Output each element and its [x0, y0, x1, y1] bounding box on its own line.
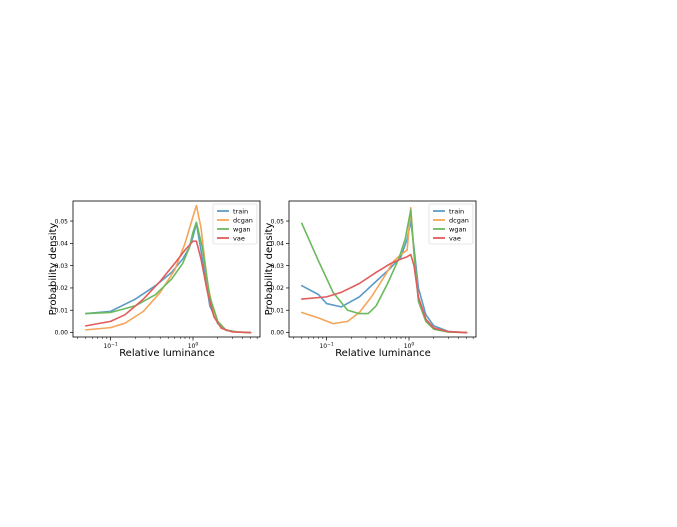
- y-tick-label: 0.01: [271, 307, 285, 314]
- series-line-wgan: [300, 209, 468, 334]
- legend-box: [212, 203, 258, 245]
- plot-area-left: 0.00 0.01 0.02 0.03 0.04 0.05 10−1 100 traindcga…: [55, 200, 261, 351]
- legend-label: vae: [233, 234, 245, 242]
- legend-label: train: [233, 207, 248, 215]
- series-line-vae: [84, 240, 252, 334]
- x-axis-label-text: Relative luminance: [119, 348, 215, 359]
- x-tick-label: 100: [404, 342, 415, 351]
- y-axis-label-text: Probability density: [264, 223, 275, 316]
- series-line-wgan: [84, 221, 252, 334]
- legend-label: wgan: [233, 225, 251, 233]
- y-axis-label: Probability density: [48, 223, 59, 316]
- legend-label: dcgan: [233, 216, 253, 224]
- chart-right: Probability density Relative luminance 0…: [264, 200, 477, 359]
- axes-frame: [288, 200, 477, 338]
- y-tick-label: 0.00: [55, 330, 69, 337]
- axes-frame: [72, 200, 261, 338]
- legend-label: wgan: [449, 225, 467, 233]
- series-line-vae: [300, 253, 468, 334]
- x-tick-label: 100: [188, 342, 199, 351]
- y-tick-label: 0.02: [55, 285, 69, 292]
- legend-label: train: [449, 207, 464, 215]
- legend-label: vae: [449, 234, 461, 242]
- x-axis-label: Relative luminance: [335, 348, 431, 359]
- series-line-train: [300, 220, 468, 334]
- legend-label: dcgan: [449, 216, 469, 224]
- y-tick-label: 0.03: [271, 263, 285, 270]
- x-axis-label-text: Relative luminance: [335, 348, 431, 359]
- x-tick-label: 10−1: [319, 342, 333, 351]
- y-tick-label: 0.04: [55, 241, 69, 248]
- legend-box: [428, 203, 474, 245]
- y-axis-label: Probability density: [264, 223, 275, 316]
- y-tick-label: 0.02: [271, 285, 285, 292]
- y-tick-label: 0.04: [271, 241, 285, 248]
- y-tick-label: 0.05: [271, 218, 285, 225]
- x-tick-label: 10−1: [103, 342, 117, 351]
- plot-area-right: 0.00 0.01 0.02 0.03 0.04 0.05 10−1 100 traindcga…: [271, 200, 477, 351]
- y-tick-label: 0.05: [55, 218, 69, 225]
- x-axis-label: Relative luminance: [119, 348, 215, 359]
- y-axis-label-text: Probability density: [48, 223, 59, 316]
- chart-left: Probability density Relative luminance 0…: [48, 200, 261, 359]
- y-tick-label: 0.03: [55, 263, 69, 270]
- y-tick-label: 0.01: [55, 307, 69, 314]
- y-tick-label: 0.00: [271, 330, 285, 337]
